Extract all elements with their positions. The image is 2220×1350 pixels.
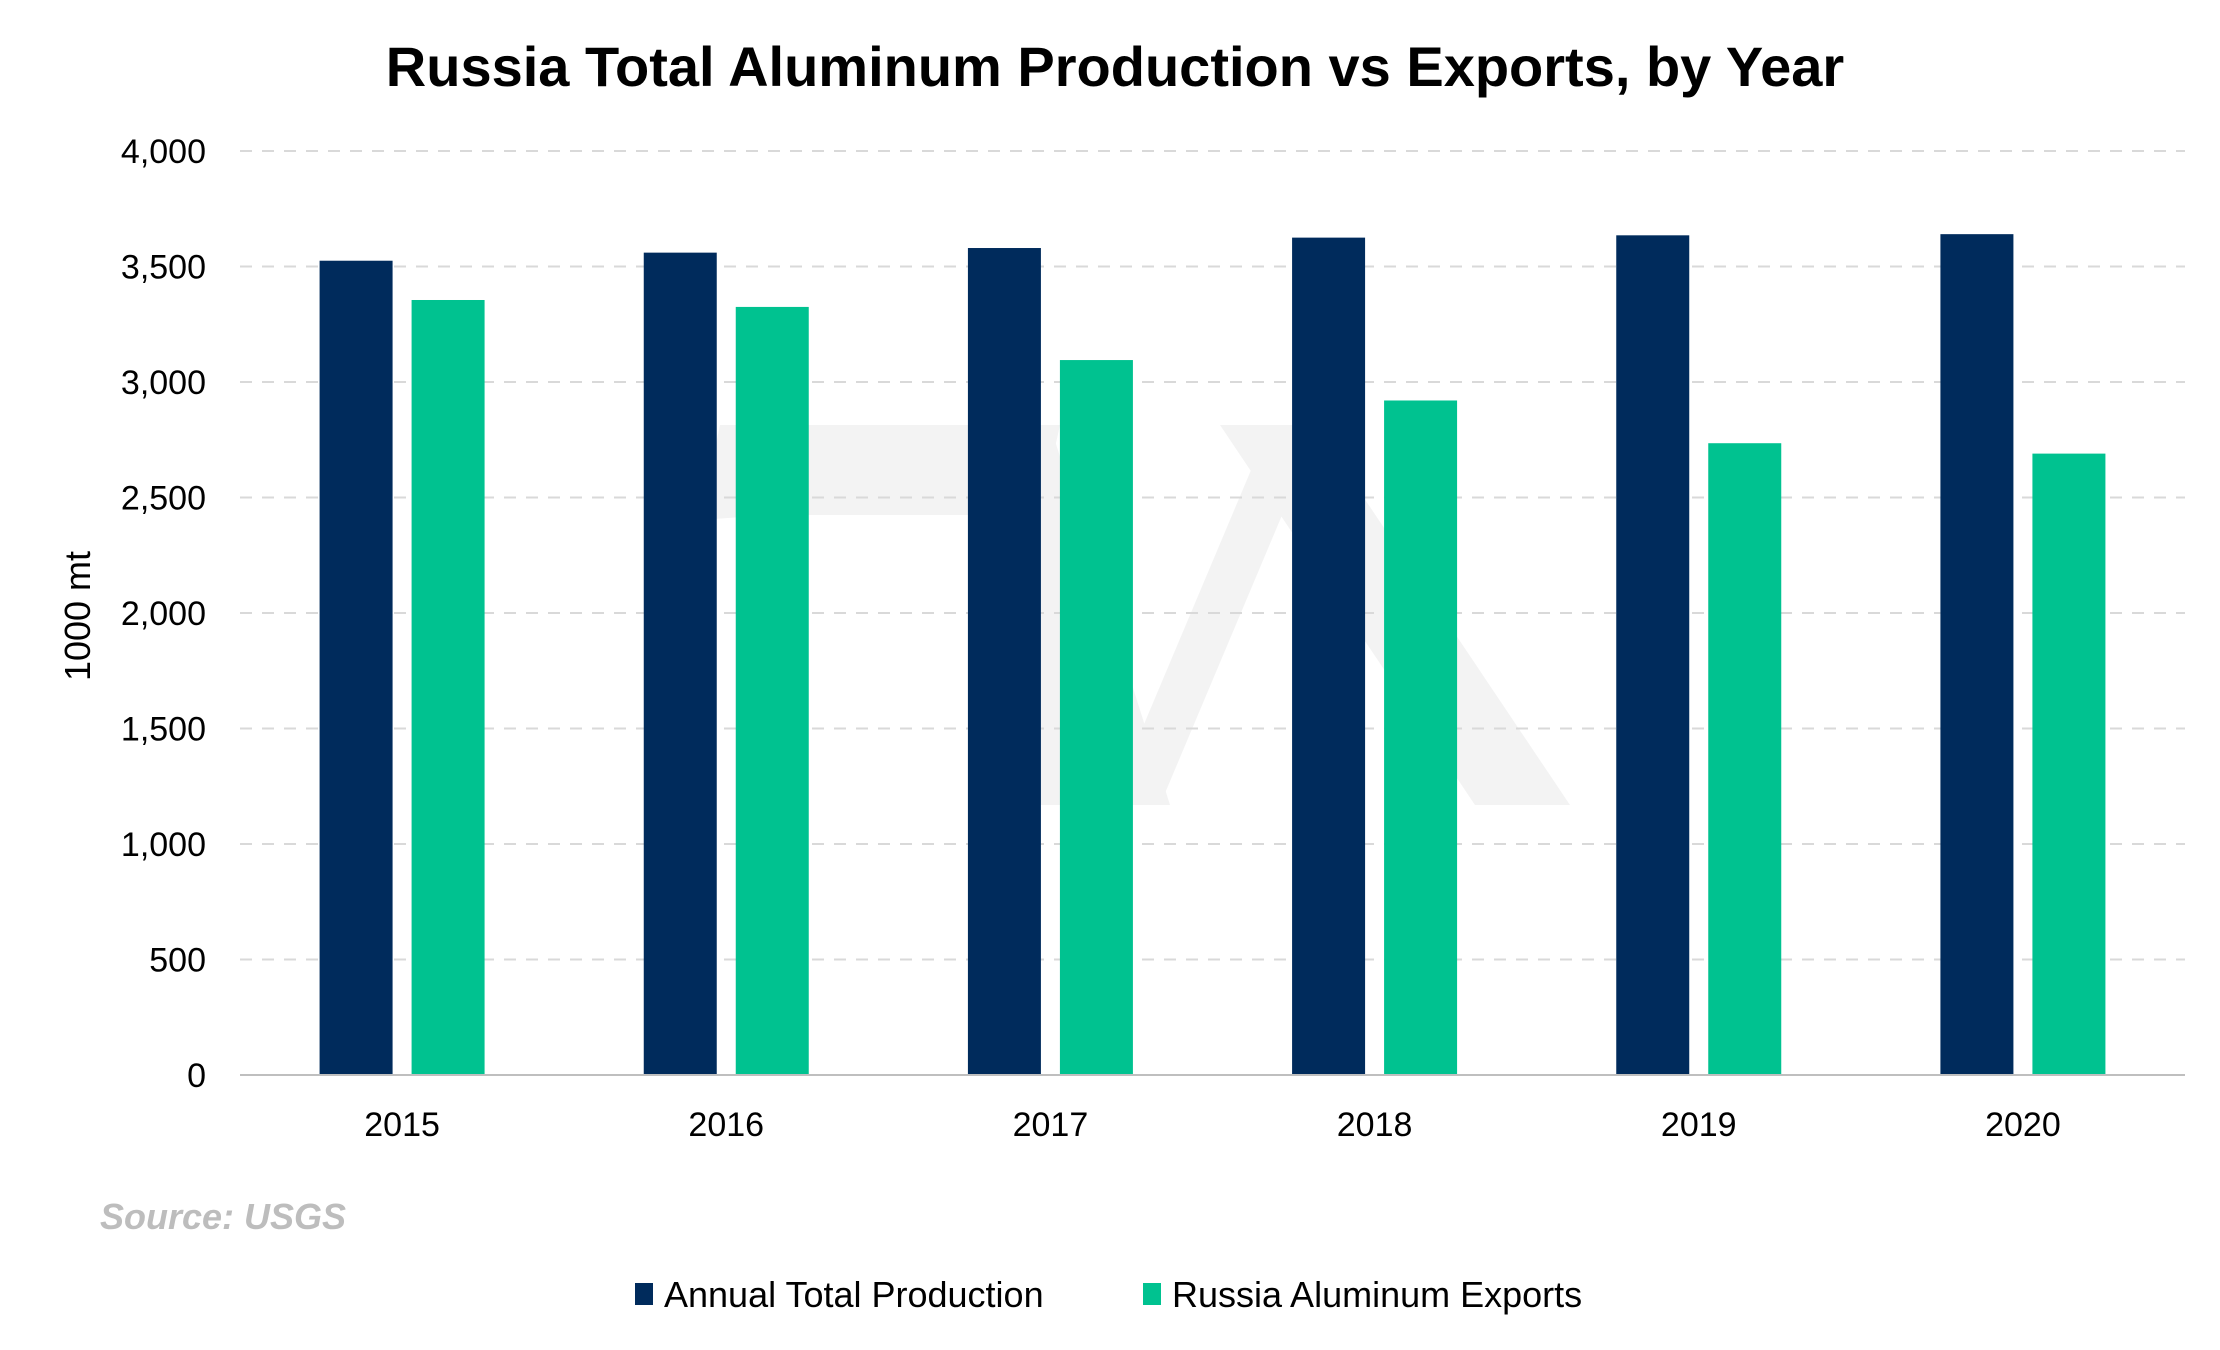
legend-swatch-production xyxy=(635,1283,653,1305)
bar-production xyxy=(1940,234,2014,1075)
chart-title: Russia Total Aluminum Production vs Expo… xyxy=(386,35,1844,98)
legend-label-exports: Russia Aluminum Exports xyxy=(1172,1274,1582,1315)
bars xyxy=(319,234,2106,1076)
legend-swatch-exports xyxy=(1143,1283,1161,1305)
y-tick-label: 3,500 xyxy=(121,249,206,287)
y-tick-label: 2,000 xyxy=(121,595,206,633)
y-tick-label: 500 xyxy=(149,942,206,980)
y-tick-label: 0 xyxy=(187,1057,206,1095)
source-note: Source: USGS xyxy=(100,1196,346,1237)
y-tick-label: 4,000 xyxy=(121,133,206,171)
x-tick-label: 2015 xyxy=(364,1106,440,1144)
y-tick-label: 2,500 xyxy=(121,480,206,518)
bar-production xyxy=(967,248,1041,1075)
x-tick-label: 2017 xyxy=(1013,1106,1089,1144)
x-axis-ticks: 2015 2016 2017 2018 2019 2020 xyxy=(364,1106,2060,1144)
y-axis-ticks: 0 500 1,000 1,500 2,000 2,500 3,000 3,500 4,000 xyxy=(121,133,206,1095)
x-tick-label: 2018 xyxy=(1337,1106,1413,1144)
bar-exports xyxy=(1708,443,1782,1076)
x-tick-label: 2016 xyxy=(688,1106,764,1144)
y-axis-label: 1000 mt xyxy=(57,551,98,681)
bar-exports xyxy=(1059,360,1133,1075)
x-tick-label: 2020 xyxy=(1985,1106,2061,1144)
bar-production xyxy=(319,260,393,1076)
bar-exports xyxy=(1384,400,1458,1076)
bar-exports xyxy=(735,306,809,1075)
bar-production xyxy=(1292,237,1366,1075)
y-tick-label: 3,000 xyxy=(121,364,206,402)
y-tick-label: 1,500 xyxy=(121,711,206,749)
gridlines xyxy=(240,150,2185,961)
bar-production xyxy=(1616,235,1690,1075)
legend: Annual Total Production Russia Aluminum … xyxy=(635,1274,1582,1315)
bar-exports xyxy=(2032,453,2106,1075)
bar-exports xyxy=(411,299,485,1075)
y-tick-label: 1,000 xyxy=(121,826,206,864)
bar-production xyxy=(643,252,717,1075)
legend-label-production: Annual Total Production xyxy=(664,1274,1044,1315)
x-tick-label: 2019 xyxy=(1661,1106,1737,1144)
